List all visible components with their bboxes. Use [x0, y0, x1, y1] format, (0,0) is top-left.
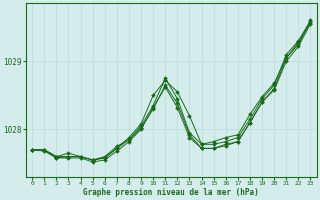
X-axis label: Graphe pression niveau de la mer (hPa): Graphe pression niveau de la mer (hPa)	[84, 188, 259, 197]
